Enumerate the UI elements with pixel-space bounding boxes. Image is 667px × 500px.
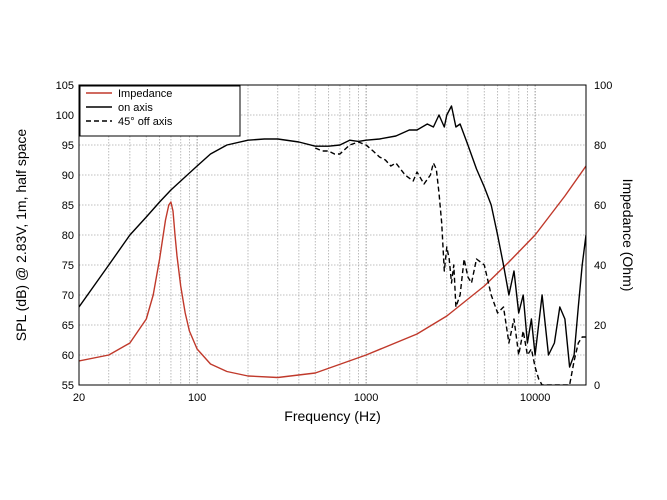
- legend-label: Impedance: [118, 88, 172, 100]
- legend-label: on axis: [118, 102, 153, 114]
- y-tick-label: 65: [62, 320, 74, 332]
- plot-frame: [78, 84, 587, 386]
- x-tick-label: 1000: [354, 392, 378, 404]
- x-tick-label: 20: [73, 392, 85, 404]
- y-tick-label: 80: [62, 230, 74, 242]
- x-axis-title: Frequency (Hz): [284, 408, 380, 424]
- series-line-1: [79, 105, 586, 368]
- legend: Impedance on axis 45° off axis: [79, 85, 241, 137]
- y2-tick-label: 20: [594, 320, 606, 332]
- series-line-0: [79, 165, 586, 379]
- y2-tick-label: 80: [594, 140, 606, 152]
- y-axis-title: SPL (dB) @ 2.83V, 1m, half space: [13, 129, 29, 342]
- series-layer: [79, 105, 586, 385]
- y-tick-label: 55: [62, 380, 74, 392]
- x-tick-label: 100: [188, 392, 206, 404]
- legend-box: [79, 85, 241, 137]
- tick-labels: 20 100 1000 10000 55 60 65 70 75 80 85 90 95 100 105 0 2…: [56, 80, 613, 404]
- series-line-2: [315, 141, 586, 385]
- x-tick-label: 10000: [520, 392, 551, 404]
- y-tick-label: 100: [56, 110, 74, 122]
- y-tick-label: 105: [56, 80, 74, 92]
- y-tick-label: 90: [62, 170, 74, 182]
- y-tick-label: 95: [62, 140, 74, 152]
- legend-label: 45° off axis: [118, 116, 173, 128]
- y2-axis-title: Impedance (Ohm): [620, 179, 636, 292]
- y2-tick-label: 0: [594, 380, 600, 392]
- y2-tick-label: 100: [594, 80, 612, 92]
- y2-tick-label: 40: [594, 260, 606, 272]
- y-tick-label: 75: [62, 260, 74, 272]
- y-tick-label: 85: [62, 200, 74, 212]
- y2-tick-label: 60: [594, 200, 606, 212]
- y-tick-label: 60: [62, 350, 74, 362]
- y-tick-label: 70: [62, 290, 74, 302]
